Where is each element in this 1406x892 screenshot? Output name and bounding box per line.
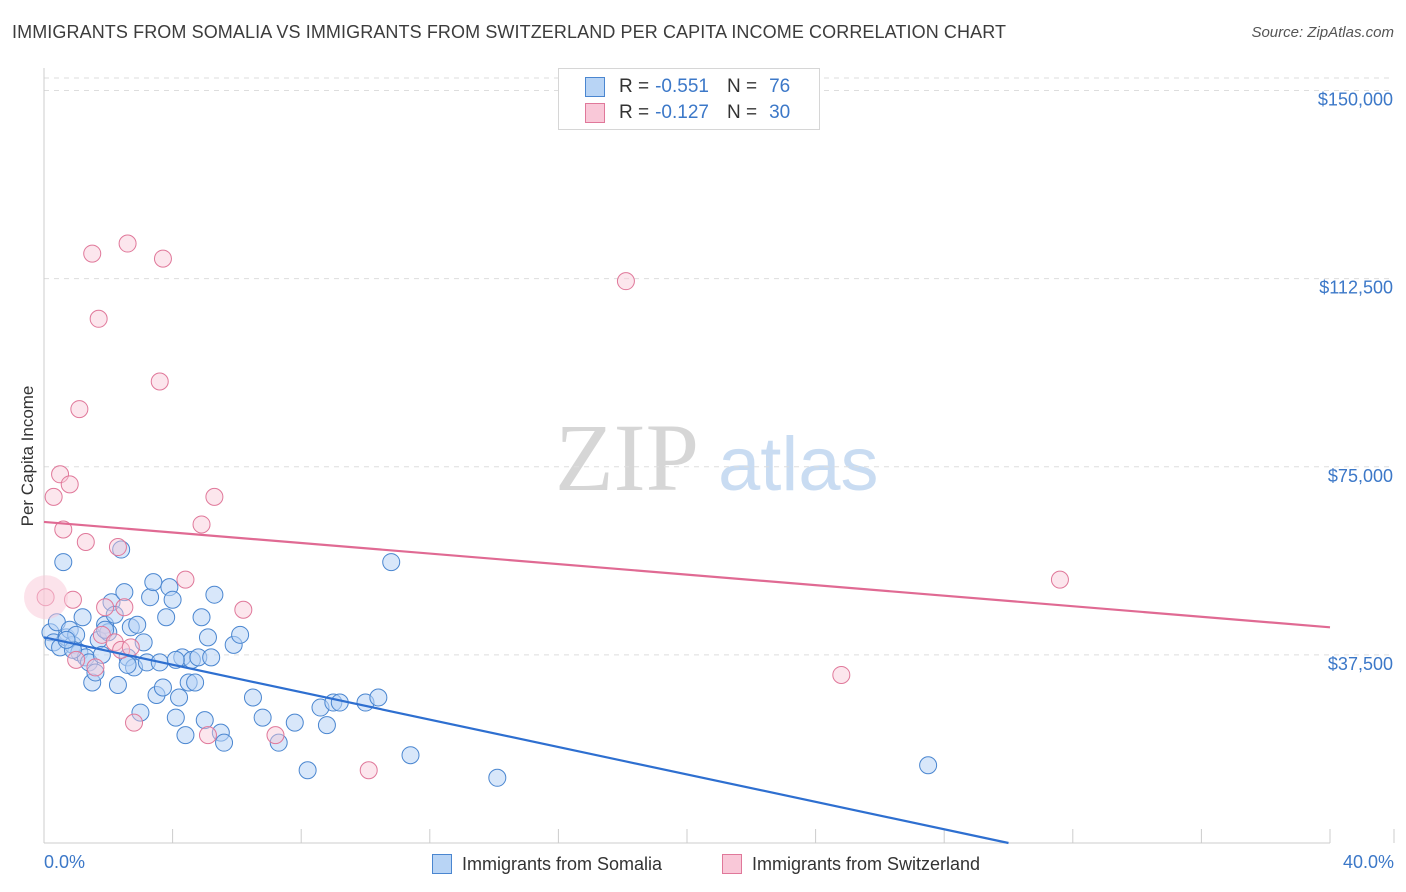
- switzerland-point: [198, 726, 217, 745]
- somalia-point: [141, 588, 160, 607]
- switzerland-point: [118, 234, 137, 253]
- y-tick-label: $75,000: [1328, 466, 1393, 486]
- y-tick-label: $150,000: [1318, 90, 1393, 110]
- somalia-point: [186, 673, 205, 692]
- switzerland-point: [176, 570, 195, 589]
- somalia-point: [231, 625, 250, 644]
- switzerland-point: [153, 249, 172, 268]
- somalia-point: [176, 726, 195, 745]
- switzerland-point: [1050, 570, 1069, 589]
- bottom-legend-somalia: Immigrants from Somalia: [432, 852, 662, 876]
- switzerland-point: [60, 475, 79, 494]
- somalia-point: [298, 761, 317, 780]
- legend-n-value: 30: [769, 102, 791, 123]
- somalia-point: [73, 608, 92, 627]
- somalia-point: [285, 713, 304, 732]
- switzerland-point: [192, 515, 211, 534]
- somalia-point: [105, 605, 124, 624]
- x-tick-label-min: 0.0%: [44, 852, 86, 872]
- somalia-point: [919, 756, 938, 775]
- somalia-point: [153, 678, 172, 697]
- somalia-point: [115, 583, 134, 602]
- legend-r-label: R =: [619, 76, 650, 97]
- switzerland-point: [832, 665, 851, 684]
- bottom-legend-switzerland: Immigrants from Switzerland: [722, 852, 980, 876]
- legend-n-label: N =: [726, 76, 758, 97]
- switzerland-point: [616, 272, 635, 291]
- somalia-point: [202, 648, 221, 667]
- switzerland-point: [150, 372, 169, 391]
- switzerland-point: [51, 465, 70, 484]
- somalia-trend-line: [43, 636, 1009, 845]
- x-tick-label-max: 40.0%: [1342, 852, 1394, 872]
- somalia-point: [166, 708, 185, 727]
- switzerland-trend-line: [43, 520, 1331, 629]
- watermark-atlas: atlas: [718, 422, 879, 507]
- legend-row-switzerland: R = -0.127 N = 30: [585, 100, 790, 126]
- somalia-point: [86, 663, 105, 682]
- switzerland-point: [115, 598, 134, 617]
- somalia-point: [198, 628, 217, 647]
- source-credit: Source: ZipAtlas.com: [1251, 24, 1394, 41]
- y-tick-label: $37,500: [1328, 654, 1393, 674]
- legend-n-label: N =: [726, 102, 758, 123]
- bottom-legend-label-somalia: Immigrants from Somalia: [462, 853, 663, 874]
- stats-legend: R = -0.551 N = 76 R = -0.127 N = 30: [558, 68, 820, 130]
- somalia-point: [401, 746, 420, 765]
- somalia-point: [243, 688, 262, 707]
- somalia-point: [205, 585, 224, 604]
- switzerland-point: [83, 244, 102, 263]
- somalia-point: [144, 573, 163, 592]
- switzerland-point: [67, 650, 86, 669]
- somalia-point: [170, 688, 189, 707]
- switzerland-point: [105, 633, 124, 652]
- somalia-point: [215, 733, 234, 752]
- bottom-legend-swatch-somalia: [432, 854, 452, 874]
- switzerland-point-cluster: [24, 575, 68, 620]
- legend-r-label: R =: [619, 102, 650, 123]
- switzerland-point: [125, 713, 144, 732]
- somalia-point: [163, 590, 182, 609]
- somalia-point: [131, 703, 150, 722]
- somalia-point: [317, 716, 336, 735]
- chart-title: IMMIGRANTS FROM SOMALIA VS IMMIGRANTS FR…: [12, 22, 1007, 42]
- somalia-point: [192, 608, 211, 627]
- switzerland-point: [86, 658, 105, 677]
- legend-swatch-somalia: [585, 77, 605, 97]
- somalia-point: [96, 620, 115, 639]
- bottom-legend-swatch-switzerland: [722, 854, 742, 874]
- switzerland-point: [121, 638, 140, 657]
- bottom-legend-label-switzerland: Immigrants from Switzerland: [752, 853, 981, 874]
- somalia-point: [128, 615, 147, 634]
- somalia-point: [488, 768, 507, 787]
- legend-row-somalia: R = -0.551 N = 76: [585, 74, 790, 100]
- switzerland-point: [234, 600, 253, 619]
- somalia-point: [108, 675, 127, 694]
- legend-r-value: -0.551: [655, 76, 709, 97]
- somalia-point: [369, 688, 388, 707]
- switzerland-point: [70, 400, 89, 419]
- switzerland-point: [96, 598, 115, 617]
- somalia-point: [112, 540, 131, 559]
- legend-swatch-switzerland: [585, 103, 605, 123]
- switzerland-point: [89, 309, 108, 328]
- somalia-point: [253, 708, 272, 727]
- switzerland-point: [205, 487, 224, 506]
- switzerland-point: [54, 520, 73, 539]
- somalia-point: [382, 553, 401, 572]
- switzerland-point: [76, 533, 95, 552]
- switzerland-point: [359, 761, 378, 780]
- legend-n-value: 76: [769, 76, 791, 97]
- y-tick-label: $112,500: [1319, 278, 1393, 298]
- somalia-point: [195, 711, 214, 730]
- watermark-zip: ZIP: [555, 404, 699, 511]
- somalia-point: [157, 608, 176, 627]
- somalia-point: [54, 553, 73, 572]
- switzerland-point: [44, 487, 63, 506]
- legend-r-value: -0.127: [655, 102, 709, 123]
- somalia-point: [118, 655, 137, 674]
- switzerland-point: [108, 538, 127, 557]
- switzerland-point: [266, 726, 285, 745]
